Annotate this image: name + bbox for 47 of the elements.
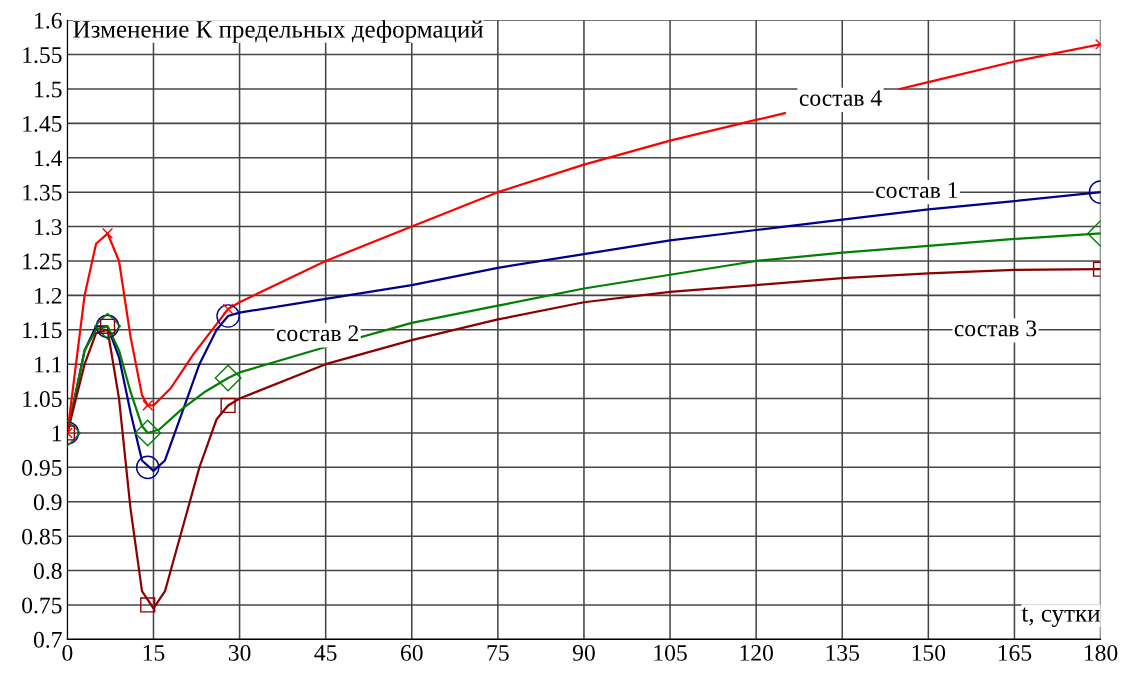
x-tick-label: 75 [487,645,509,661]
y-tick-label: 1.1 [35,356,62,373]
point [216,304,240,328]
x-tick-label: 150 [912,644,946,661]
y-tick-label: 1 [52,425,62,442]
y-tick-label: 1.6 [35,12,62,29]
point [134,419,162,447]
y-tick-label: 1.5 [35,81,62,98]
series-label: состав 4 [799,90,882,106]
y-tick-label: 1.25 [23,253,62,270]
y-tick-label: 0.8 [33,563,62,580]
y-tick-label: 0.85 [22,528,62,545]
y-tick-label: 1.05 [23,391,62,408]
point [102,227,114,240]
chart-title: Изменение К предельных деформаций [73,20,484,43]
y-tick-label: 0.95 [22,459,62,476]
series-label: состав 1 [876,182,958,199]
y-tick-label: 1.35 [23,184,62,201]
x-tick-label: 165 [998,644,1032,661]
x-tick-label: 105 [654,644,687,661]
point [220,397,236,414]
text: состав 3 [954,320,1037,337]
y-tick-label: 1.45 [23,115,62,132]
y-tick-label: 1.3 [35,219,62,236]
y-tick-label: 1.15 [23,322,62,339]
y-tick-label: 0.75 [22,597,62,614]
y-tick-label: 1.2 [35,287,62,304]
point [214,364,242,392]
x-tick-label: 15 [143,645,165,661]
x-tick-label: 120 [740,644,773,661]
y-tick-label: 1.4 [35,150,63,167]
y-tick-label: 1.55 [23,47,62,64]
x-axis-title: t, сутки [1021,607,1100,627]
point [140,597,156,613]
x-tick-label: 45 [314,645,337,661]
x-tick-label: 30 [228,644,251,661]
x-tick-label: 135 [826,644,860,661]
x-tick-label: 90 [572,644,595,661]
point [135,455,160,480]
x-tick-label: 60 [400,644,423,661]
point [142,399,154,412]
point [222,303,234,315]
x-tick-label: 180 [1084,644,1118,661]
x-tick-label: 0 [62,644,73,661]
y-tick-label: 0.9 [33,494,62,511]
y-tick-label: 0.7 [33,631,62,648]
series-label: состав 2 [276,325,358,342]
